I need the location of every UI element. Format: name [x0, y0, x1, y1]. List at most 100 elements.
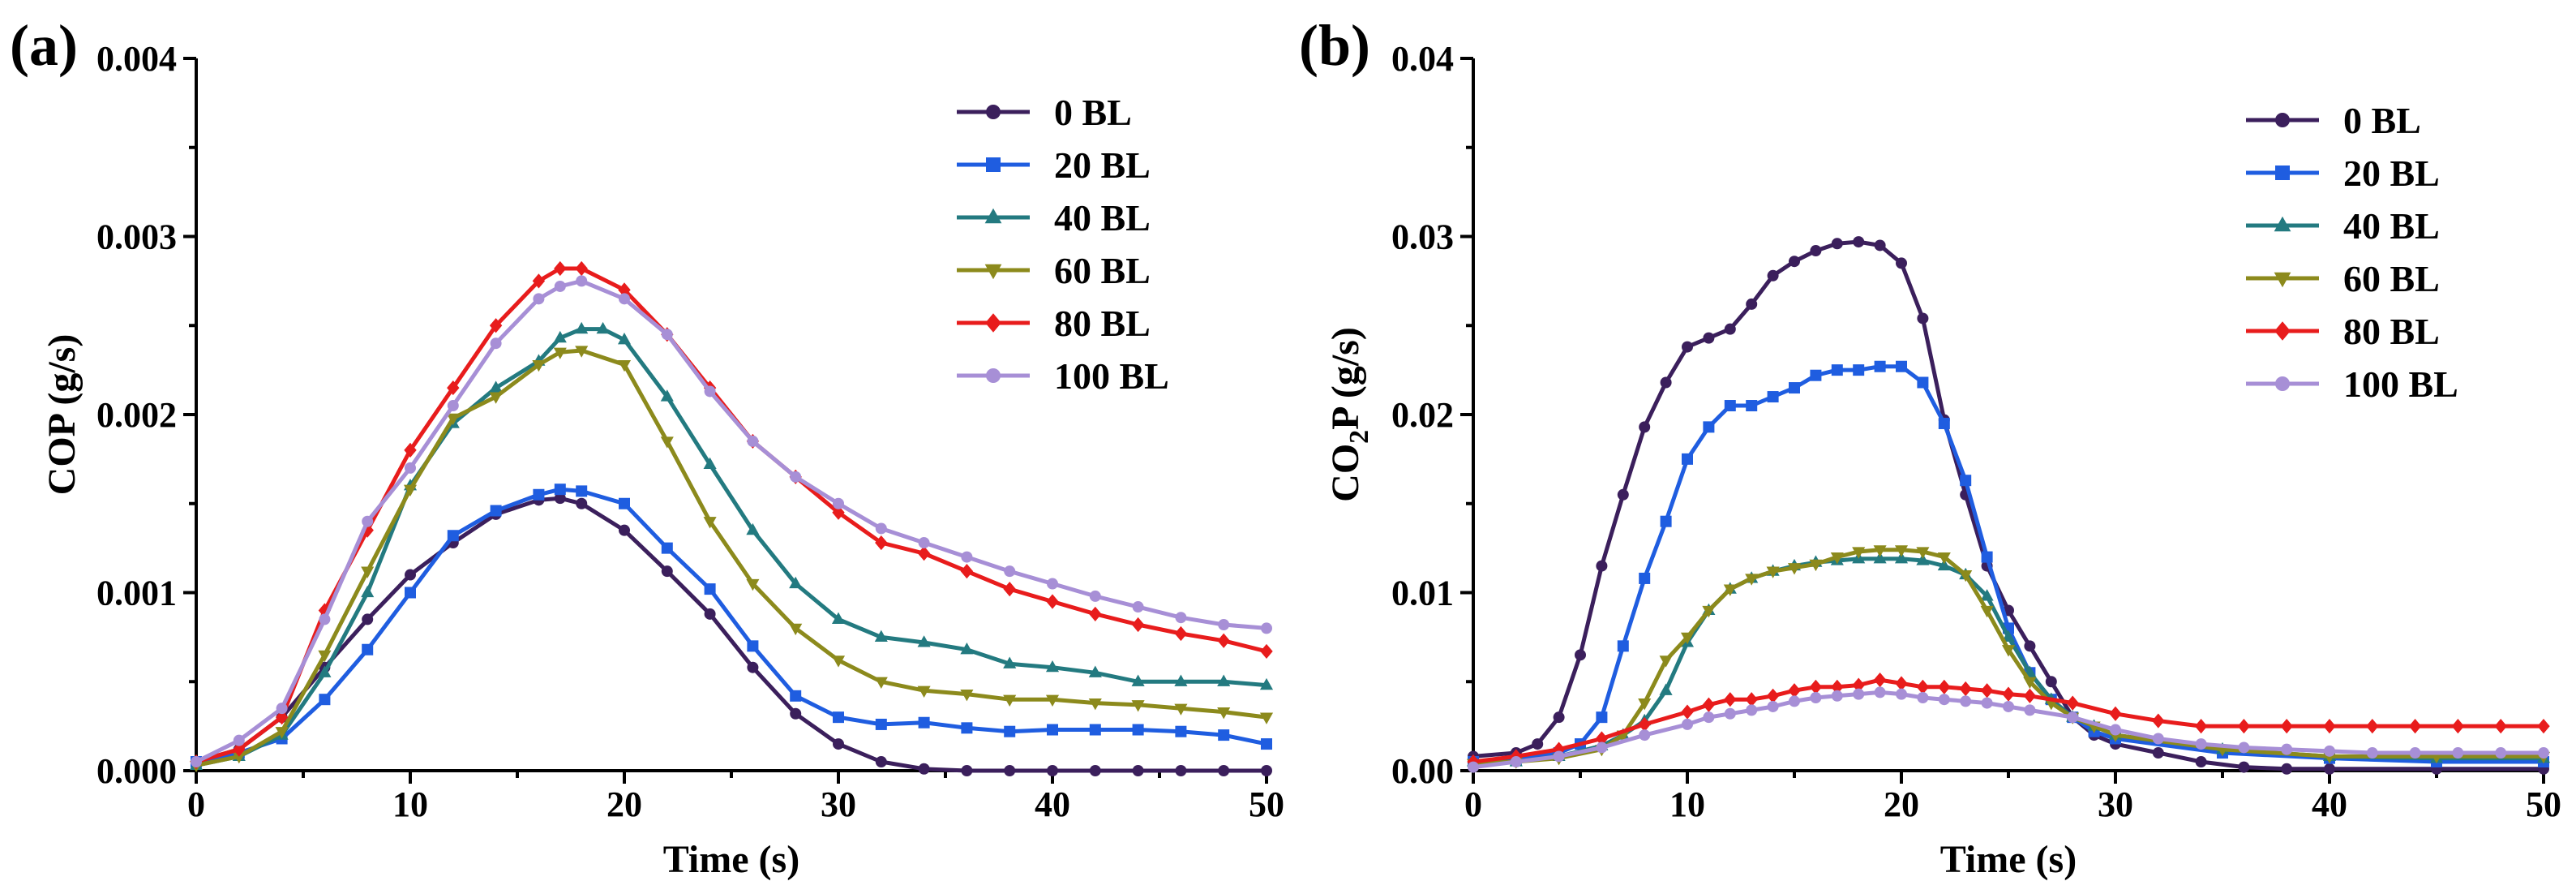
legend-marker — [2274, 321, 2291, 341]
legend-label: 0 BL — [2343, 100, 2421, 141]
data-point-marker — [1004, 765, 1016, 776]
data-point-marker — [2002, 686, 2015, 702]
y-axis-title-subscript: 2 — [1344, 430, 1374, 444]
data-point-marker — [1660, 515, 1672, 527]
data-point-marker — [1638, 698, 1652, 711]
data-point-marker — [875, 522, 887, 535]
data-point-marker — [1045, 694, 1060, 707]
data-point-marker — [1047, 578, 1058, 590]
data-point-marker — [2538, 747, 2549, 759]
data-point-marker — [1702, 605, 1716, 618]
data-point-marker — [960, 642, 974, 655]
data-point-marker — [1089, 606, 1102, 621]
data-point-marker — [319, 694, 331, 706]
data-point-marker — [1261, 738, 1272, 750]
data-point-marker — [2001, 645, 2016, 657]
data-point-marker — [617, 359, 632, 372]
data-point-marker — [1724, 707, 1736, 720]
data-point-marker — [1809, 679, 1823, 694]
y-axis-title: COP (g/s) — [41, 334, 84, 496]
data-point-marker — [2045, 676, 2057, 688]
data-point-marker — [2152, 733, 2164, 745]
data-point-marker — [1218, 729, 1230, 741]
data-point-marker — [1259, 677, 1274, 690]
data-point-marker — [833, 738, 844, 750]
data-point-marker — [2537, 719, 2550, 734]
data-point-marker — [1938, 417, 1950, 429]
data-point-marker — [232, 751, 246, 764]
data-point-marker — [1552, 741, 1566, 757]
data-point-marker — [1746, 704, 1758, 716]
data-point-marker — [1047, 724, 1058, 736]
x-tick-label: 10 — [1669, 784, 1705, 824]
data-point-marker — [405, 587, 416, 599]
data-point-marker — [2452, 747, 2464, 759]
data-point-marker — [1131, 674, 1145, 686]
data-point-marker — [1746, 298, 1758, 310]
data-point-marker — [2324, 763, 2335, 775]
x-axis-title: Time (s) — [663, 838, 799, 881]
data-point-marker — [403, 484, 418, 496]
series-80-bl — [1467, 672, 2550, 770]
data-point-marker — [1896, 257, 1907, 269]
data-point-marker — [2366, 719, 2379, 734]
legend-entry: 100 BL — [957, 355, 1169, 397]
data-point-marker — [918, 716, 930, 729]
data-point-marker — [617, 333, 632, 345]
data-point-marker — [2366, 747, 2378, 759]
data-point-marker — [1003, 694, 1017, 707]
series-100-bl — [191, 275, 1272, 768]
data-point-marker — [362, 515, 374, 527]
data-point-marker — [1980, 589, 1994, 601]
series-line — [195, 327, 1267, 767]
data-point-marker — [1874, 360, 1886, 372]
x-tick-label: 30 — [821, 784, 856, 824]
data-point-marker — [532, 273, 546, 289]
data-point-marker — [1831, 690, 1843, 702]
data-point-marker — [1873, 672, 1887, 688]
legend-entry: 60 BL — [2246, 258, 2440, 299]
data-point-marker — [191, 756, 202, 768]
data-point-marker — [917, 686, 931, 698]
legend-entry: 20 BL — [957, 144, 1151, 186]
data-point-marker — [532, 359, 546, 372]
data-point-marker — [318, 665, 332, 677]
data-point-marker — [1873, 545, 1887, 557]
data-point-marker — [2024, 704, 2036, 716]
data-point-marker — [1639, 729, 1651, 741]
data-point-marker — [554, 280, 566, 292]
data-point-marker — [2495, 747, 2507, 759]
data-point-marker — [1938, 679, 1951, 694]
data-point-marker — [447, 530, 459, 542]
data-point-marker — [1259, 712, 1274, 724]
legend-entry: 40 BL — [957, 197, 1151, 239]
data-point-marker — [1703, 332, 1715, 344]
data-point-marker — [1553, 750, 1565, 763]
x-tick-label: 50 — [1249, 784, 1284, 824]
data-point-marker — [533, 488, 545, 501]
data-point-marker — [275, 710, 289, 725]
data-point-marker — [1260, 643, 1273, 660]
data-point-marker — [1767, 391, 1779, 403]
y-tick-label: 0.001 — [96, 574, 177, 613]
data-point-marker — [2324, 745, 2335, 757]
data-point-marker — [554, 260, 567, 277]
data-point-marker — [790, 690, 802, 702]
data-point-marker — [831, 612, 846, 625]
data-point-marker — [1261, 765, 1272, 776]
series-line — [1472, 548, 2544, 766]
data-point-marker — [1639, 421, 1651, 433]
data-point-marker — [1809, 559, 1823, 572]
data-point-marker — [1217, 707, 1231, 720]
y-axis-title-main: CO — [1324, 444, 1367, 502]
data-point-marker — [703, 517, 717, 529]
data-point-marker — [1810, 692, 1822, 704]
data-point-marker — [553, 330, 567, 343]
legend-marker — [986, 157, 1001, 172]
data-point-marker — [1896, 360, 1907, 372]
data-point-marker — [1596, 711, 1608, 724]
data-point-marker — [1217, 674, 1231, 686]
data-point-marker — [1767, 700, 1779, 712]
legend-entry: 0 BL — [957, 92, 1132, 133]
data-point-marker — [704, 608, 716, 620]
